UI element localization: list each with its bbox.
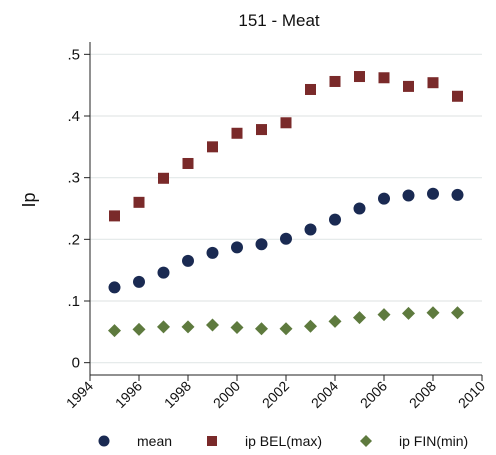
data-point bbox=[427, 77, 439, 89]
legend-marker bbox=[207, 436, 217, 446]
data-point bbox=[427, 187, 439, 200]
data-point bbox=[206, 318, 219, 332]
data-point bbox=[132, 322, 146, 336]
x-tick-label: 2002 bbox=[259, 378, 292, 411]
data-point bbox=[157, 266, 170, 279]
legend-item: ip BEL(max) bbox=[207, 433, 322, 449]
plot-markers bbox=[108, 71, 464, 338]
data-point bbox=[280, 117, 292, 129]
data-point bbox=[108, 324, 121, 338]
x-axis-ticks: 1994 1996 1998 2000 2002 2004 2006 2008 2010 bbox=[63, 375, 488, 411]
x-tick-label: 2004 bbox=[308, 378, 341, 411]
y-tick-label: .4 bbox=[67, 108, 80, 125]
chart-title: 151 - Meat bbox=[238, 11, 320, 30]
data-point bbox=[353, 311, 366, 325]
data-point bbox=[181, 320, 195, 334]
data-point bbox=[328, 314, 342, 328]
y-tick-label: .2 bbox=[67, 231, 80, 248]
data-point bbox=[133, 275, 145, 288]
x-tick-label: 2000 bbox=[210, 378, 243, 411]
x-tick-label: 1996 bbox=[112, 378, 145, 411]
data-point bbox=[377, 308, 391, 322]
legend: mean ip BEL(max) ip FIN(min) bbox=[98, 433, 468, 449]
legend-marker bbox=[98, 435, 110, 447]
data-point bbox=[255, 238, 268, 251]
data-point bbox=[256, 124, 267, 136]
data-point bbox=[255, 322, 268, 336]
data-point bbox=[305, 83, 316, 95]
legend-item: mean bbox=[98, 433, 172, 449]
data-point bbox=[230, 321, 244, 335]
x-tick-label: 2010 bbox=[455, 378, 488, 411]
data-point bbox=[182, 254, 194, 267]
data-point bbox=[207, 141, 218, 153]
legend-label: ip FIN(min) bbox=[399, 433, 468, 449]
y-tick-label: .3 bbox=[67, 170, 80, 187]
data-point bbox=[402, 189, 415, 202]
data-point bbox=[402, 306, 415, 320]
data-point bbox=[378, 72, 390, 84]
series-diamond bbox=[108, 306, 464, 338]
data-point bbox=[354, 71, 365, 83]
data-point bbox=[304, 223, 317, 236]
series-circle bbox=[108, 187, 464, 294]
data-point bbox=[280, 232, 292, 245]
grid-lines bbox=[90, 53, 482, 364]
legend-item: ip FIN(min) bbox=[360, 433, 468, 449]
data-point bbox=[133, 196, 145, 208]
data-point bbox=[304, 319, 317, 333]
x-tick-label: 1998 bbox=[161, 378, 194, 411]
series-square bbox=[109, 71, 463, 222]
data-point bbox=[108, 281, 121, 294]
legend-label: mean bbox=[137, 433, 172, 449]
y-axis-label: Ip bbox=[19, 192, 39, 207]
data-point bbox=[426, 306, 440, 320]
y-tick-label: .5 bbox=[67, 46, 80, 63]
data-point bbox=[158, 172, 169, 184]
data-point bbox=[182, 157, 194, 169]
legend-label: ip BEL(max) bbox=[245, 433, 322, 449]
x-tick-label: 2006 bbox=[357, 378, 390, 411]
legend-marker bbox=[360, 435, 372, 447]
data-point bbox=[452, 90, 463, 102]
y-tick-label: .1 bbox=[67, 293, 80, 310]
y-axis-ticks: 0 .1 .2 .3 .4 .5 bbox=[67, 46, 90, 372]
data-point bbox=[109, 210, 120, 222]
data-point bbox=[451, 306, 464, 320]
data-point bbox=[329, 213, 341, 226]
data-point bbox=[231, 241, 243, 254]
data-point bbox=[231, 127, 243, 139]
data-point bbox=[353, 202, 366, 215]
data-point bbox=[403, 80, 414, 92]
data-point bbox=[329, 75, 341, 87]
data-point bbox=[279, 322, 293, 336]
data-point bbox=[378, 192, 390, 205]
x-tick-label: 1994 bbox=[63, 378, 96, 411]
data-point bbox=[206, 246, 219, 259]
data-point bbox=[157, 320, 170, 334]
x-tick-label: 2008 bbox=[406, 378, 439, 411]
y-tick-label: 0 bbox=[72, 355, 80, 372]
data-point bbox=[451, 188, 464, 201]
